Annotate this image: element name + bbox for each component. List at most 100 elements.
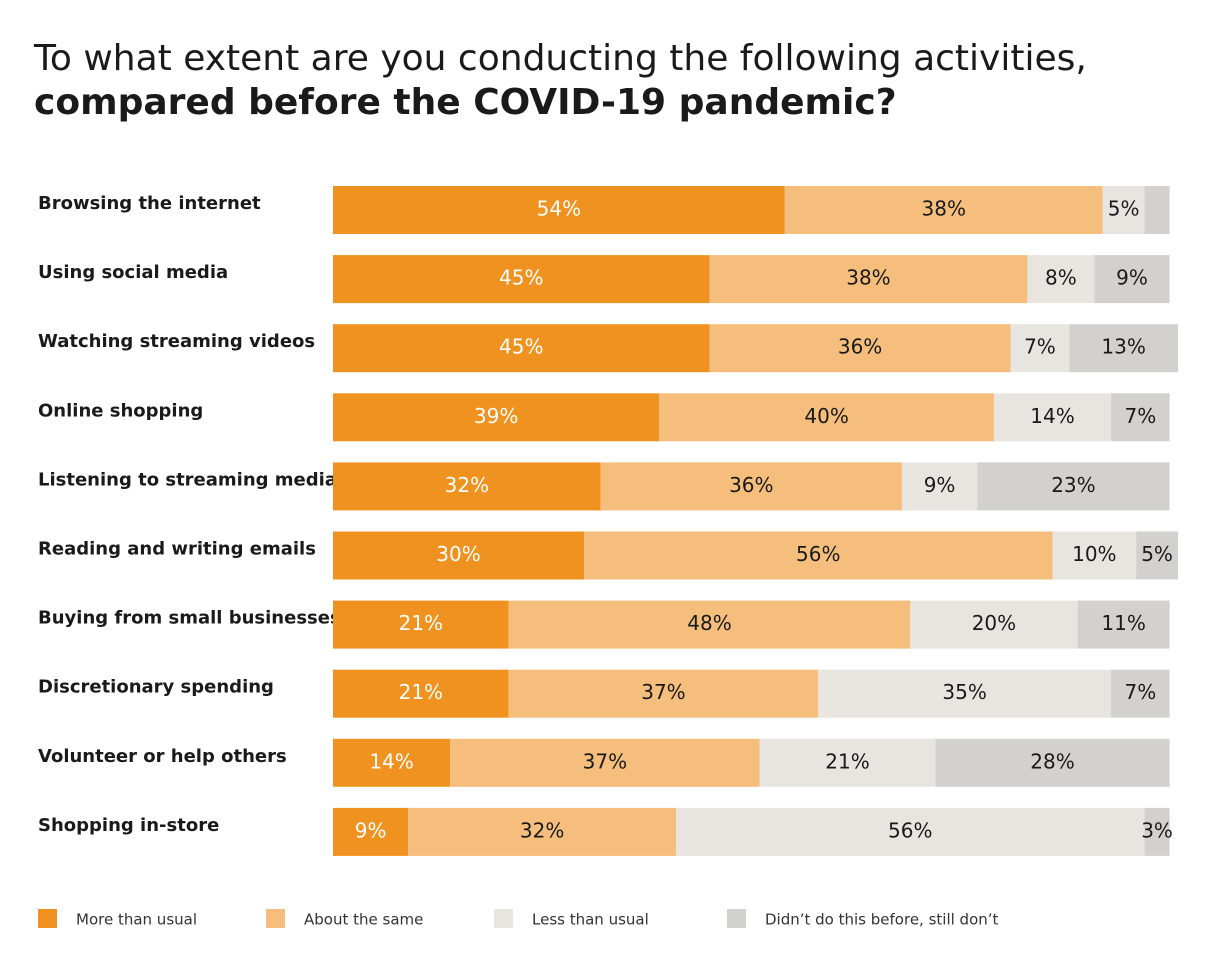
category-label: Online shopping (38, 400, 203, 421)
value-label: 21% (825, 749, 869, 773)
value-label: 35% (942, 680, 986, 704)
legend-swatch (38, 909, 57, 928)
value-label: 14% (1030, 404, 1074, 428)
value-label: 38% (922, 197, 966, 221)
bar-segment (993, 393, 1112, 442)
value-label: 7% (1124, 680, 1156, 704)
bar-segment (333, 669, 509, 718)
category-label: Browsing the internet (38, 193, 261, 214)
bar-segment (910, 600, 1078, 649)
legend-swatch (494, 909, 513, 928)
bar-segment (709, 324, 1011, 373)
value-label: 32% (445, 473, 489, 497)
bar-segment (508, 600, 911, 649)
value-label: 36% (838, 335, 882, 359)
category-label: Volunteer or help others (38, 746, 287, 767)
bar-segment (759, 738, 936, 787)
bar-segment (1077, 600, 1170, 649)
value-label: 14% (369, 749, 413, 773)
value-label: 40% (804, 404, 848, 428)
bar-segment (659, 393, 994, 442)
value-label: 20% (972, 611, 1016, 635)
value-label: 9% (355, 818, 387, 842)
bar-segment (676, 807, 1145, 856)
bar-segment (901, 462, 978, 511)
bar-segment (600, 462, 902, 511)
bar-segment (333, 531, 584, 580)
value-label: 11% (1101, 611, 1145, 635)
bar-segment (1094, 255, 1170, 304)
bar-segment (784, 186, 1103, 234)
bar-segment (1144, 186, 1170, 234)
value-label: 13% (1101, 335, 1145, 359)
category-label: Buying from small businesses (38, 608, 341, 629)
bar-segment (977, 462, 1170, 511)
value-label: 5% (1141, 542, 1173, 566)
value-label: 48% (687, 611, 731, 635)
value-label: 5% (1108, 197, 1140, 221)
category-label: Listening to streaming media (38, 469, 337, 490)
value-label: 30% (436, 542, 480, 566)
chart-title: To what extent are you conducting the fo… (33, 38, 1087, 79)
category-label: Watching streaming videos (38, 331, 315, 352)
bar-segment (408, 807, 677, 856)
category-label: Using social media (38, 262, 228, 283)
bar-segment (333, 255, 710, 304)
value-label: 7% (1124, 404, 1156, 428)
bar-segment (1136, 531, 1178, 580)
bar-segment (818, 669, 1112, 718)
legend-swatch (266, 909, 285, 928)
value-label: 37% (641, 680, 685, 704)
bar-segment (1102, 186, 1145, 234)
category-label: Shopping in-store (38, 815, 219, 836)
value-label: 10% (1072, 542, 1116, 566)
value-label: 45% (499, 335, 543, 359)
value-label: 21% (399, 680, 443, 704)
value-label: 9% (924, 473, 956, 497)
value-label: 7% (1024, 335, 1056, 359)
value-label: 21% (399, 611, 443, 635)
value-label: 38% (846, 266, 890, 290)
value-label: 56% (888, 818, 932, 842)
category-label: Discretionary spending (38, 677, 274, 698)
bar-segment (333, 738, 451, 787)
value-label: 56% (796, 542, 840, 566)
bar-segment (709, 255, 1028, 304)
legend-label: Less than usual (532, 911, 649, 929)
value-label: 3% (1141, 818, 1173, 842)
value-label: 54% (537, 197, 581, 221)
bar-segment (333, 186, 785, 234)
bar-segment (1144, 807, 1170, 856)
bar-segment (333, 324, 710, 373)
legend-label: About the same (304, 911, 423, 929)
bar-segment (1111, 669, 1170, 718)
legend-swatch (727, 909, 746, 928)
bar-segment (1027, 255, 1095, 304)
bar-segment (333, 462, 601, 511)
value-label: 36% (729, 473, 773, 497)
chart-title: compared before the COVID-19 pandemic? (34, 82, 897, 123)
value-label: 23% (1051, 473, 1095, 497)
bar-segment (450, 738, 760, 787)
bar-segment (935, 738, 1170, 787)
value-label: 8% (1045, 266, 1077, 290)
value-label: 32% (520, 818, 564, 842)
value-label: 39% (474, 404, 518, 428)
category-label: Reading and writing emails (38, 539, 316, 560)
legend-label: More than usual (76, 911, 197, 929)
bar-segment (333, 807, 409, 856)
value-label: 28% (1030, 749, 1074, 773)
bar-segment (1069, 324, 1178, 373)
bar-segment (508, 669, 819, 718)
value-label: 37% (583, 749, 627, 773)
bar-segment (333, 393, 660, 442)
value-label: 9% (1116, 266, 1148, 290)
bar-segment (583, 531, 1053, 580)
bar-segment (1052, 531, 1137, 580)
bar-segment (1111, 393, 1170, 442)
legend-label: Didn’t do this before, still don’t (765, 911, 999, 929)
bar-segment (1010, 324, 1070, 373)
value-label: 45% (499, 266, 543, 290)
bar-segment (333, 600, 509, 649)
